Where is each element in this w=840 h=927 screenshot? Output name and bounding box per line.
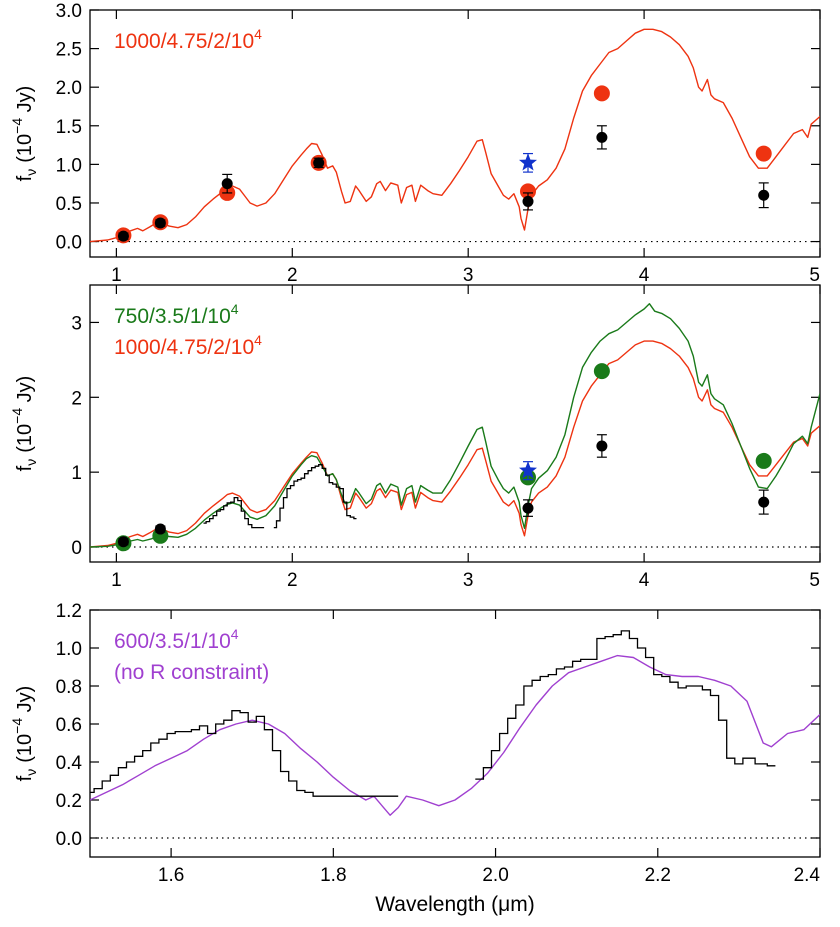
x-tick-label: 2.0 xyxy=(482,865,508,886)
x-axis-label: Wavelength (μm) xyxy=(375,893,535,916)
model-photometry-point xyxy=(593,363,610,380)
observed-photometry-point xyxy=(522,502,534,514)
y-tick-label: 1 xyxy=(71,463,82,484)
bottom-panel: 1.6 1.8 2.0 2.2 2.4 0.0 0.2 0.4 0.6 0.8 1.0 1.2 600/… xyxy=(9,601,821,916)
x-tick-label: 1 xyxy=(111,570,122,591)
x-tick-label: 4 xyxy=(639,265,650,286)
observed-spectrum-line xyxy=(90,630,776,797)
observed-photometry-point xyxy=(221,178,233,190)
star-marker xyxy=(519,461,537,479)
y-tick-label: 0 xyxy=(71,538,82,559)
observed-photometry-point xyxy=(117,230,129,242)
legend-label: 750/3.5/1/104 xyxy=(114,301,239,328)
y-tick-label: 0.0 xyxy=(56,233,82,254)
y-tick-label: 1.5 xyxy=(56,117,82,138)
observed-photometry-point xyxy=(154,523,166,535)
observed-photometry-point xyxy=(596,440,608,452)
series-group xyxy=(90,630,820,816)
model-photometry-point xyxy=(755,452,772,469)
y-tick-label: 1.2 xyxy=(56,601,82,622)
x-tick-label: 3 xyxy=(463,570,474,591)
observed-photometry-point xyxy=(154,217,166,229)
observed-photometry-point xyxy=(758,189,770,201)
observed-photometry-point xyxy=(313,157,325,169)
y-axis-label: fν(10−4 Jy) xyxy=(9,376,39,472)
y-tick-label: 2.5 xyxy=(56,40,82,61)
y-tick-label: 0.0 xyxy=(56,829,82,850)
x-tick-label: 2 xyxy=(287,570,298,591)
x-tick-label: 1 xyxy=(111,265,122,286)
x-tick-label: 2.4 xyxy=(794,865,821,886)
y-tick-label: 0.5 xyxy=(56,194,82,215)
y-tick-label: 2 xyxy=(71,388,82,409)
plot-frame xyxy=(89,284,821,563)
series-group xyxy=(90,303,820,552)
x-tick-label: 3 xyxy=(463,265,474,286)
y-tick-label: 0.4 xyxy=(56,753,83,774)
observed-spectrum-line xyxy=(203,464,357,529)
x-tick-label: 5 xyxy=(809,570,820,591)
y-tick-label: 0.8 xyxy=(56,677,82,698)
y-tick-label: 3 xyxy=(71,313,82,334)
observed-photometry-point xyxy=(117,536,129,548)
x-tick-label: 1.6 xyxy=(158,865,184,886)
y-tick-label: 3.0 xyxy=(56,1,82,22)
top-panel: 1 2 3 4 5 0.0 0.5 1.0 1.5 2.0 2.5 3.0 1000/4.75/2/10… xyxy=(9,1,821,286)
legend-label: 1000/4.75/2/104 xyxy=(114,26,262,53)
observed-photometry-point xyxy=(522,195,534,207)
series-group xyxy=(90,28,820,244)
x-tick-label: 2.2 xyxy=(645,865,671,886)
y-tick-label: 0.6 xyxy=(56,715,82,736)
y-tick-label: 1.0 xyxy=(56,155,82,176)
legend-label: 600/3.5/1/104 xyxy=(114,626,239,653)
y-tick-label: 2.0 xyxy=(56,78,82,99)
legend-label: (no R constraint) xyxy=(114,661,269,684)
x-tick-label: 4 xyxy=(639,570,650,591)
plot-frame xyxy=(89,9,821,258)
legend-label: 1000/4.75/2/104 xyxy=(114,332,262,359)
observed-photometry-point xyxy=(596,131,608,143)
y-tick-label: 0.2 xyxy=(56,791,82,812)
y-axis-label: fν(10−4 Jy) xyxy=(9,86,39,182)
x-tick-label: 5 xyxy=(809,265,820,286)
y-tick-label: 1.0 xyxy=(56,639,82,660)
model-photometry-point xyxy=(520,183,536,200)
y-axis-label: fν(10−4 Jy) xyxy=(9,686,39,782)
model-spectrum-line xyxy=(90,303,820,548)
model-spectrum-line xyxy=(90,340,820,548)
star-marker xyxy=(519,153,537,171)
x-tick-label: 2 xyxy=(287,265,298,286)
observed-photometry-point xyxy=(758,496,770,508)
model-photometry-point xyxy=(755,145,772,162)
middle-panel: 1 2 3 4 5 0 1 2 3 750/3.5/1/104 1000/4.75/2/104 fν(… xyxy=(9,284,821,591)
x-tick-label: 1.8 xyxy=(320,865,346,886)
plot-frame xyxy=(89,609,821,858)
model-spectrum-line xyxy=(90,654,820,816)
model-photometry-point xyxy=(593,85,610,102)
model-spectrum-line xyxy=(90,28,820,243)
